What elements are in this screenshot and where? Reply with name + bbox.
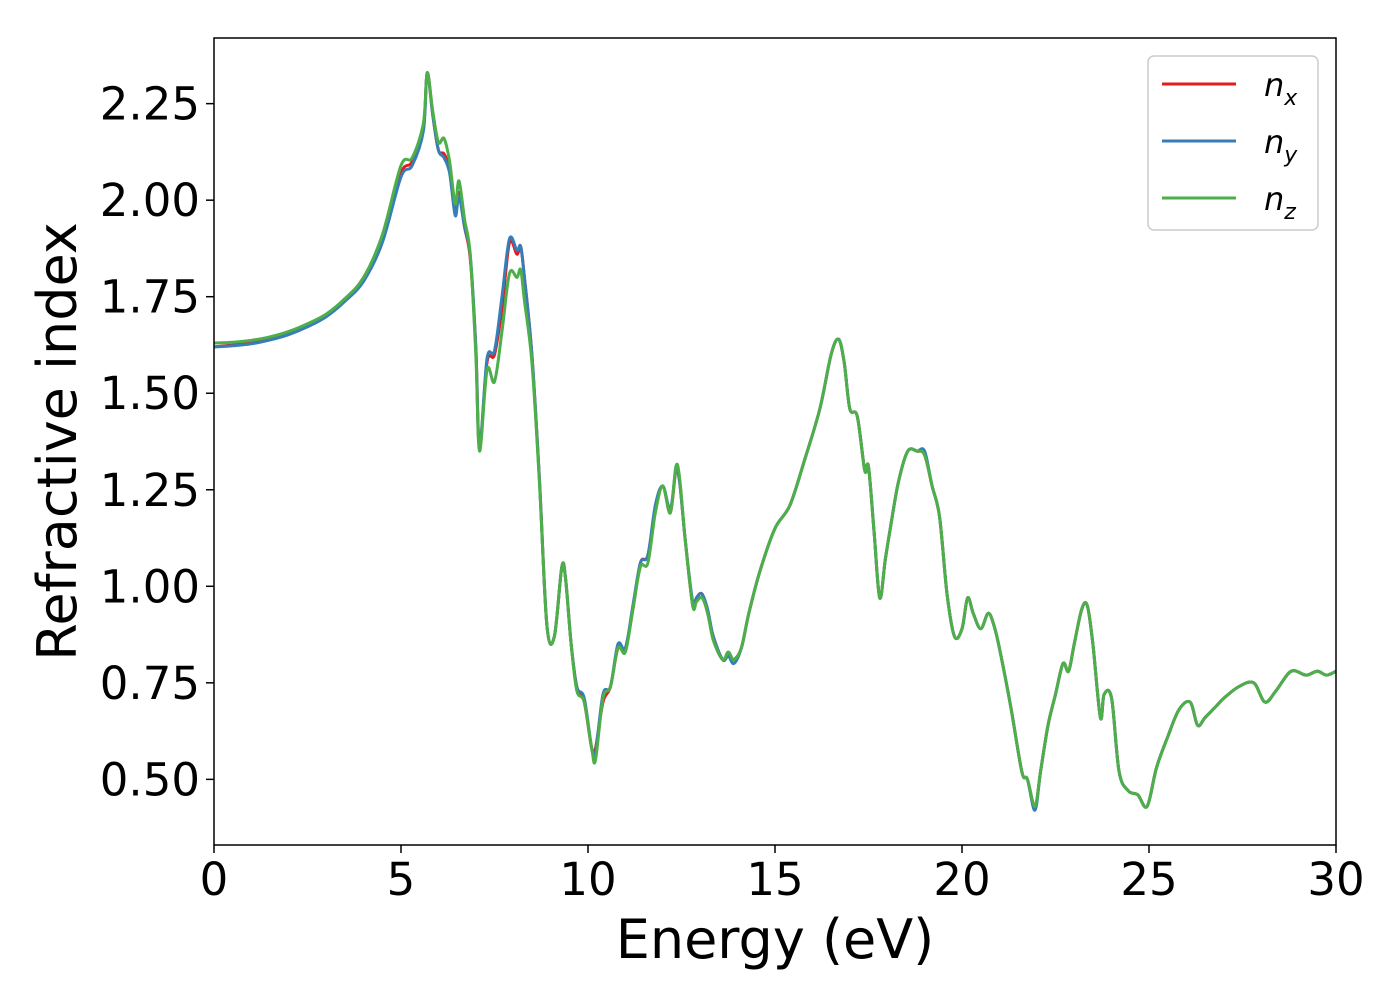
y-tick-label: 2.25: [100, 78, 200, 131]
legend-label-subscript: z: [1283, 200, 1296, 225]
series-line-nz: [214, 71, 1336, 809]
x-axis-label: Energy (eV): [616, 908, 935, 971]
x-tick-label: 5: [387, 853, 416, 906]
x-axis-ticks: 0 5 10 15 20 25 30: [200, 845, 1365, 906]
x-tick-label: 10: [559, 853, 616, 906]
y-axis-ticks: 0.50 0.75 1.00 1.25 1.50 1.75 2.00 2.25: [100, 78, 214, 806]
legend-box: [1147, 55, 1319, 231]
legend-label-nx: nx: [1264, 66, 1298, 111]
y-tick-label: 0.75: [100, 657, 200, 710]
y-tick-label: 0.50: [100, 753, 200, 806]
y-tick-label: 2.00: [100, 174, 200, 227]
y-axis-label: Refractive index: [26, 222, 89, 661]
legend-label-nz: nz: [1264, 180, 1296, 225]
series-layer: [214, 71, 1336, 812]
x-tick-label: 20: [933, 853, 990, 906]
y-tick-label: 1.25: [100, 464, 200, 517]
x-tick-label: 30: [1307, 853, 1364, 906]
x-tick-label: 0: [200, 853, 229, 906]
legend-label-base: n: [1264, 123, 1284, 161]
y-tick-label: 1.00: [100, 560, 200, 613]
x-tick-label: 25: [1120, 853, 1177, 906]
legend-label-base: n: [1264, 180, 1284, 218]
y-tick-label: 1.50: [100, 367, 200, 420]
y-tick-label: 1.75: [100, 271, 200, 324]
legend-label-base: n: [1264, 66, 1284, 104]
x-tick-label: 15: [746, 853, 803, 906]
legend-label-ny: ny: [1264, 123, 1298, 168]
legend-label-subscript: y: [1283, 143, 1298, 168]
legend-label-subscript: x: [1283, 86, 1298, 111]
